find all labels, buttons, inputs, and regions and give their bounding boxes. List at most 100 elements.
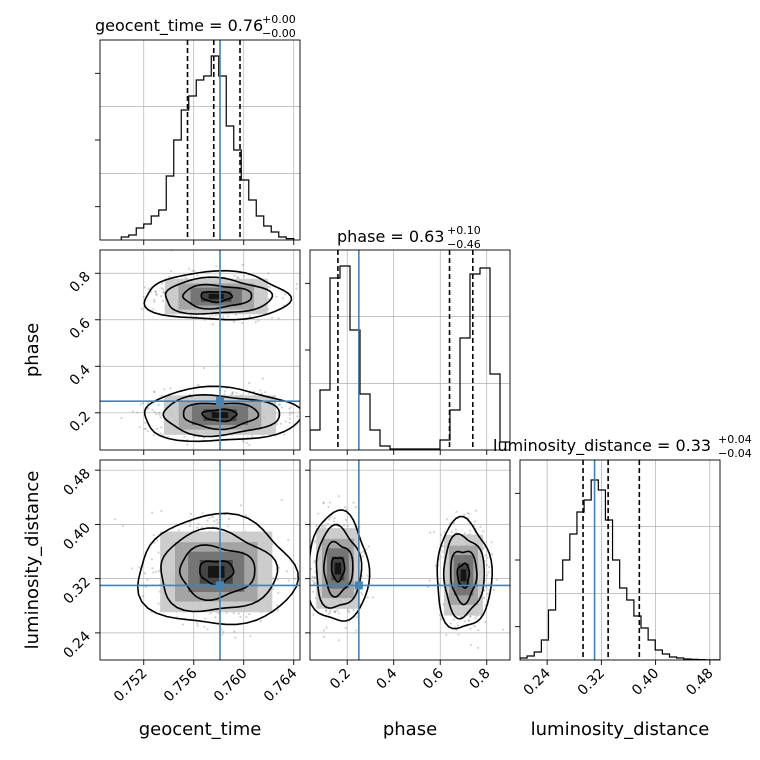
- sample-point: [329, 609, 332, 612]
- title-phase-upper: +0.10: [447, 224, 481, 237]
- sample-point: [484, 554, 487, 557]
- sample-point: [227, 517, 230, 521]
- histogram-bin: [605, 520, 612, 660]
- sample-point: [184, 276, 187, 279]
- contour-line: [442, 532, 485, 620]
- contour-line: [160, 527, 279, 613]
- sample-point: [278, 403, 281, 406]
- histogram-bin: [584, 500, 591, 660]
- title-geocent-time-upper: +0.00: [262, 13, 296, 26]
- sample-point: [131, 567, 134, 570]
- sample-point: [221, 633, 224, 636]
- sample-point: [276, 422, 279, 426]
- sample-point: [313, 582, 316, 585]
- sample-point: [490, 553, 494, 556]
- sample-point: [288, 407, 291, 410]
- sample-point: [241, 321, 244, 325]
- sample-point: [354, 506, 357, 509]
- sample-point: [143, 286, 146, 289]
- sample-point: [188, 521, 191, 524]
- sample-point: [317, 512, 320, 515]
- sample-point: [332, 520, 336, 523]
- sample-point: [468, 615, 472, 619]
- y-tick-label: 0.2: [67, 408, 94, 435]
- sample-point: [144, 421, 147, 424]
- histogram-bin: [189, 96, 197, 240]
- sample-point: [245, 441, 248, 444]
- title-geocent-time-lower: −0.00: [262, 27, 296, 40]
- histogram-bin: [556, 580, 563, 660]
- sample-point: [196, 622, 199, 625]
- sample-point: [157, 403, 160, 407]
- sample-point: [449, 622, 453, 625]
- sample-point: [314, 430, 316, 432]
- histogram-bin: [144, 224, 152, 240]
- sample-point: [296, 415, 299, 418]
- histogram-bin: [548, 610, 555, 660]
- sample-point: [259, 620, 263, 623]
- histogram-content: [520, 460, 720, 660]
- sample-point: [439, 533, 442, 536]
- title-phase: phase = 0.63: [337, 227, 444, 246]
- sample-point: [486, 592, 490, 595]
- sample-point: [360, 551, 363, 554]
- sample-point: [344, 519, 348, 522]
- histogram-bin: [370, 430, 380, 450]
- sample-point: [159, 416, 162, 419]
- panel-frame: [309, 459, 511, 661]
- histogram-bin: [360, 394, 370, 450]
- sample-point: [140, 307, 144, 311]
- xlabel-luminosity-distance: luminosity_distance: [531, 719, 710, 740]
- sample-point: [355, 615, 358, 618]
- title-luminosity-distance-lower: −0.04: [718, 447, 752, 460]
- sample-point: [216, 521, 219, 524]
- sample-point: [225, 611, 228, 614]
- y-tick-label: 0.48: [60, 466, 93, 499]
- histogram-bin: [641, 628, 648, 660]
- contour-line: [200, 291, 234, 304]
- sample-point: [313, 581, 316, 584]
- sample-point: [312, 613, 315, 616]
- x-tick-label: 0.760: [211, 666, 251, 706]
- histogram-bin: [320, 390, 330, 450]
- sample-point: [475, 615, 478, 618]
- sample-point: [196, 526, 199, 529]
- sample-point: [146, 578, 149, 581]
- histogram-bin: [174, 140, 182, 240]
- sample-point: [160, 287, 163, 290]
- sample-point: [434, 564, 437, 567]
- histogram-phase: [305, 249, 511, 455]
- sample-point: [208, 516, 211, 520]
- sample-point: [278, 403, 281, 406]
- ylabel-phase: phase: [22, 323, 43, 377]
- sample-point: [306, 569, 308, 571]
- scatter-content: [100, 460, 308, 660]
- sample-point: [156, 539, 159, 542]
- truth-marker: [216, 397, 224, 406]
- sample-point: [287, 579, 290, 582]
- sample-point: [313, 541, 316, 544]
- sample-point: [138, 566, 141, 569]
- sample-point: [473, 520, 477, 523]
- sample-point: [260, 392, 263, 395]
- contour-line: [201, 408, 238, 423]
- sample-point: [196, 274, 199, 277]
- sample-point: [482, 596, 486, 600]
- histogram-step: [520, 479, 720, 660]
- histogram-bin: [563, 560, 570, 660]
- xlabel-phase: phase: [383, 719, 437, 740]
- sample-point: [482, 530, 485, 533]
- contour-line: [310, 509, 371, 622]
- sample-point: [239, 615, 242, 619]
- sample-point: [153, 300, 156, 303]
- sample-point: [484, 620, 487, 623]
- histogram-bin: [648, 640, 655, 660]
- sample-point: [153, 410, 156, 413]
- sample-point: [151, 511, 154, 514]
- sample-point: [487, 571, 490, 574]
- sample-point: [162, 299, 165, 303]
- sample-point: [288, 411, 291, 414]
- contour-line: [315, 523, 363, 609]
- sample-point: [222, 630, 225, 633]
- sample-point: [147, 287, 150, 290]
